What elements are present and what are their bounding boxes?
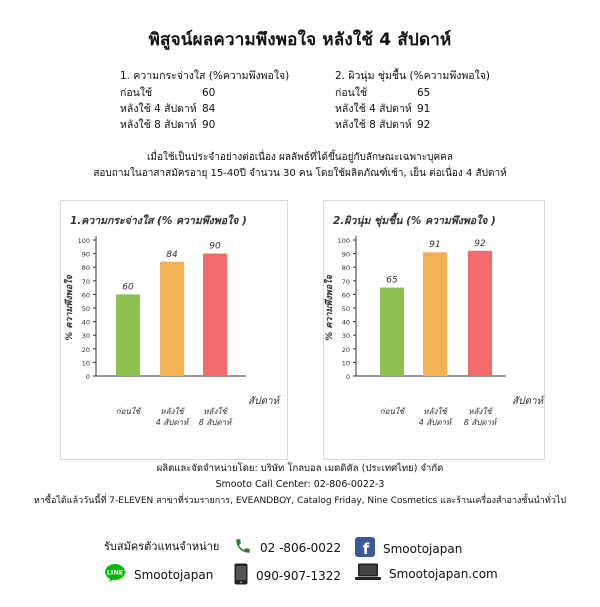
summary-row: ก่อนใช้ 65 bbox=[335, 85, 490, 101]
chart-brightness-title: 1.ความกระจ่างใส (% ความพึงพอใจ ) bbox=[70, 215, 247, 227]
chart-moisture-title: 2.ผิวนุ่ม ชุ่มชื้น (% ความพึงพอใจ ) bbox=[333, 215, 496, 227]
summary-label: หลังใช้ 4 สัปดาห์ bbox=[120, 103, 197, 115]
facebook-icon-letter: f bbox=[363, 540, 370, 557]
contact-facebook: f Smootojapan bbox=[355, 537, 462, 560]
summary-value: 84 bbox=[202, 103, 216, 115]
summary-row: ก่อนใช้ 60 bbox=[120, 85, 289, 101]
summary-value: 92 bbox=[417, 119, 431, 131]
website-url[interactable]: Smootojapan.com bbox=[389, 566, 498, 581]
phone-number[interactable]: 02 -806-0022 bbox=[260, 540, 342, 555]
summary-label: ก่อนใช้ bbox=[120, 87, 153, 99]
stores-text: หาซื้อได้แล้ววันนี้ที่ 7-ELEVEN สาขาที่ร… bbox=[33, 496, 567, 506]
mobile-icon bbox=[234, 563, 248, 588]
summary-row: หลังใช้ 8 สัปดาห์ 92 bbox=[335, 117, 490, 133]
contact-phone: 02 -806-0022 bbox=[234, 537, 341, 558]
summary-row: หลังใช้ 4 สัปดาห์ 84 bbox=[120, 101, 289, 117]
summary-row: หลังใช้ 8 สัปดาห์ 90 bbox=[120, 117, 289, 133]
distributor-text: ผลิตและจัดจำหน่ายโดย: บริษัท โกลบอล เมดด… bbox=[156, 463, 444, 474]
contact-line: LINE Smootojapan bbox=[104, 563, 213, 586]
mobile-number[interactable]: 090-907-1322 bbox=[256, 568, 342, 583]
summary-label: หลังใช้ 4 สัปดาห์ bbox=[335, 103, 412, 115]
summary-label: หลังใช้ 8 สัปดาห์ bbox=[120, 119, 197, 131]
chart-brightness-frame bbox=[60, 200, 288, 460]
line-id[interactable]: Smootojapan bbox=[134, 567, 214, 582]
agent-recruit-label: รับสมัครตัวแทนจำหน่าย bbox=[104, 540, 220, 553]
chart-moisture-frame bbox=[323, 200, 545, 460]
summary-brightness: 1. ความกระจ่างใส (%ความพึงพอใจ) ก่อนใช้ 6… bbox=[120, 68, 289, 133]
summary-value: 60 bbox=[202, 87, 216, 99]
summary-value: 91 bbox=[417, 103, 431, 115]
description-line: เมื่อใช้เป็นประจำอย่างต่อเนื่อง ผลลัพธ์ท… bbox=[147, 152, 453, 163]
summary-heading: 2. ผิวนุ่ม ชุ่มชื้น (%ความพึงพอใจ) bbox=[335, 70, 490, 82]
laptop-icon bbox=[355, 563, 381, 584]
study-description: เมื่อใช้เป็นประจำอย่างต่อเนื่อง ผลลัพธ์ท… bbox=[0, 150, 600, 182]
summary-moisture: 2. ผิวนุ่ม ชุ่มชื้น (%ความพึงพอใจ) ก่อนใ… bbox=[335, 68, 490, 133]
summary-row: หลังใช้ 4 สัปดาห์ 91 bbox=[335, 101, 490, 117]
summary-label: หลังใช้ 8 สัปดาห์ bbox=[335, 119, 412, 131]
line-icon-text: LINE bbox=[107, 569, 123, 577]
description-line: สอบถามในอาสาสมัครอายุ 15-40ปี จำนวน 30 ค… bbox=[93, 168, 507, 179]
call-center-text: Smooto Call Center: 02-806-0022-3 bbox=[215, 479, 385, 490]
facebook-icon: f bbox=[355, 537, 375, 560]
summary-heading: 1. ความกระจ่างใส (%ความพึงพอใจ) bbox=[120, 70, 290, 82]
summary-value: 90 bbox=[202, 119, 216, 131]
summary-value: 65 bbox=[417, 87, 431, 99]
phone-icon bbox=[234, 537, 252, 558]
line-icon: LINE bbox=[104, 563, 126, 586]
contact-mobile: 090-907-1322 bbox=[234, 563, 341, 588]
summary-label: ก่อนใช้ bbox=[335, 87, 368, 99]
contact-website: Smootojapan.com bbox=[355, 563, 498, 584]
facebook-name[interactable]: Smootojapan bbox=[383, 541, 463, 556]
page-title: พิสูจน์ผลความพึงพอใจ หลังใช้ 4 สัปดาห์ bbox=[148, 30, 452, 50]
